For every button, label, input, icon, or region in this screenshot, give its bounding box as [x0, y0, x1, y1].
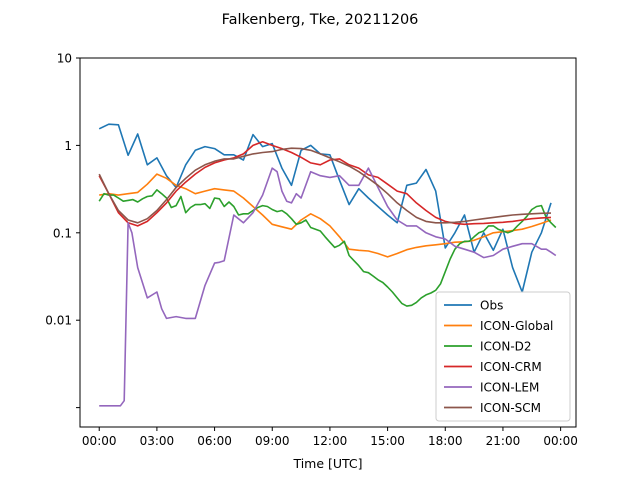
x-tick-label: 21:00 [486, 434, 521, 448]
legend: Obs ICON-Global ICON-D2 ICON-CRM ICON-LEM ICO… [435, 291, 571, 422]
x-tick-label: 12:00 [313, 434, 348, 448]
legend-label: ICON-CRM [480, 360, 542, 374]
x-tick-label: 00:00 [82, 434, 117, 448]
series-line-icon-d2 [98, 189, 557, 307]
series-line-icon-scm [98, 147, 552, 224]
y-tick-label: 1 [64, 139, 72, 153]
legend-label: Obs [480, 299, 503, 313]
axes-layer: 00:00 03:00 06:00 09:00 12:00 15:00 18:00 21:00… [45, 52, 578, 449]
series-line-icon-lem [99, 167, 557, 407]
x-axis-label: Time [UTC] [292, 456, 362, 471]
x-tick-label: 06:00 [197, 434, 232, 448]
y-tick-label: 0.01 [45, 314, 72, 328]
series-line-obs [98, 123, 552, 293]
x-tick-label: 18:00 [428, 434, 463, 448]
legend-label: ICON-LEM [480, 381, 539, 395]
series-layer [98, 123, 557, 407]
y-tick-label: 0.1 [53, 226, 72, 240]
legend-box [435, 291, 571, 422]
series-line-icon-global [99, 173, 552, 258]
x-tick-label: 09:00 [255, 434, 290, 448]
chart-title: Falkenberg, Tke, 20211206 [222, 12, 419, 28]
x-tick-label: 15:00 [370, 434, 405, 448]
legend-label: ICON-D2 [480, 340, 532, 354]
plot-frame [79, 57, 577, 428]
series-line-icon-crm [98, 141, 552, 227]
x-tick-label: 00:00 [543, 434, 578, 448]
y-tick-label: 10 [57, 52, 72, 66]
legend-label: ICON-Global [480, 319, 553, 333]
x-tick-label: 03:00 [140, 434, 175, 448]
legend-label: ICON-SCM [480, 401, 541, 415]
